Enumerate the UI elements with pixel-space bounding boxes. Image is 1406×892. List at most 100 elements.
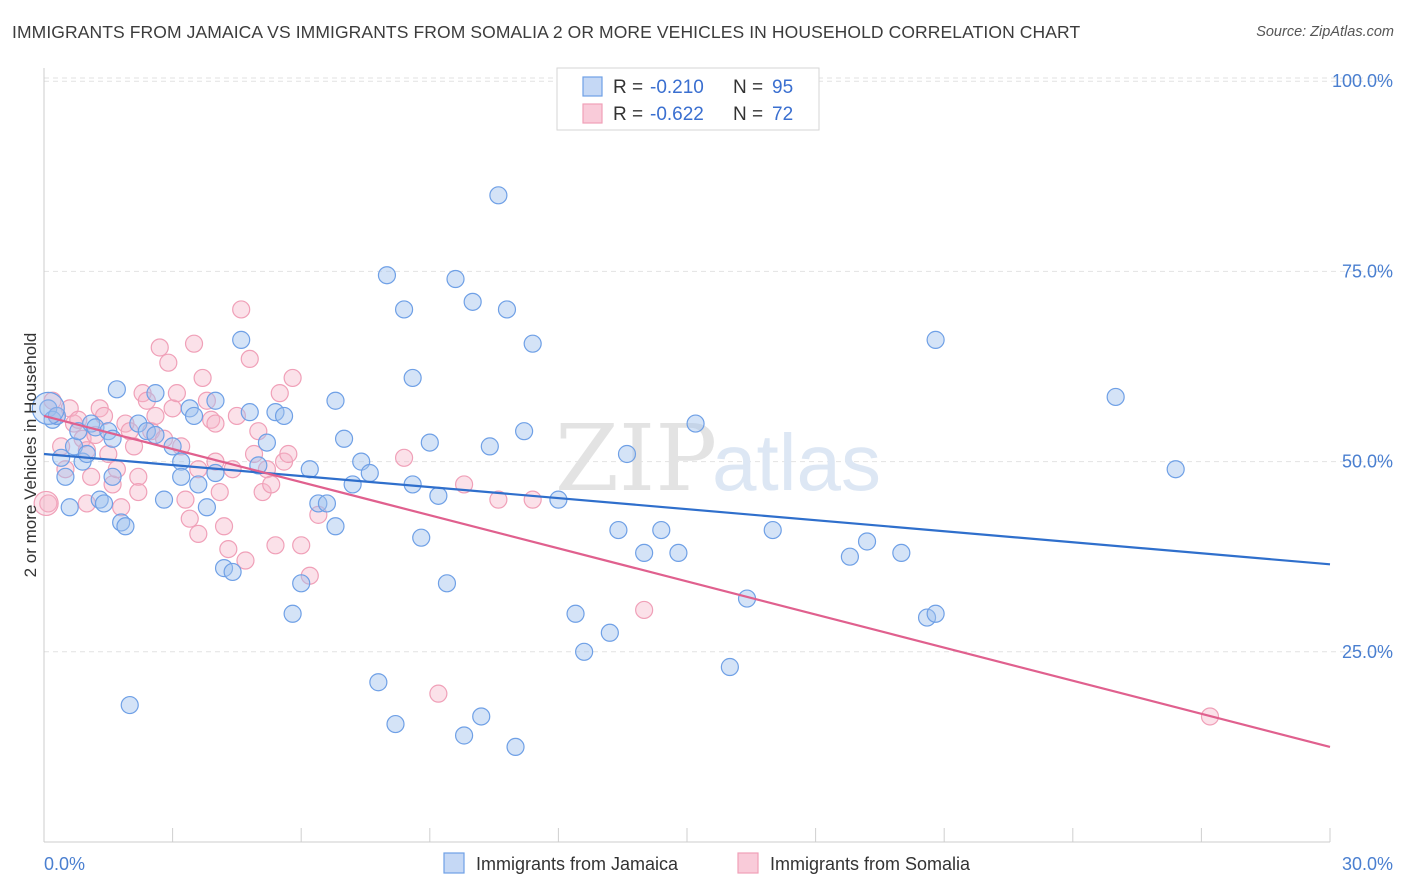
jamaica-point bbox=[386, 714, 405, 734]
somalia-point bbox=[39, 494, 58, 513]
grid-lines bbox=[44, 77, 1390, 842]
jamaica-point bbox=[420, 433, 439, 452]
somalia-point bbox=[184, 334, 204, 353]
jamaica-point bbox=[60, 498, 79, 517]
jamaica-point bbox=[172, 452, 191, 471]
jamaica-point bbox=[926, 604, 945, 623]
somalia-point bbox=[206, 414, 225, 433]
jamaica-point bbox=[1166, 460, 1185, 479]
jamaica-point bbox=[360, 463, 379, 483]
jamaica-point bbox=[515, 422, 534, 441]
somalia-point bbox=[176, 490, 195, 509]
jamaica-point bbox=[206, 391, 225, 410]
jamaica-point bbox=[446, 269, 465, 289]
somalia-point bbox=[219, 539, 238, 559]
legend-n-value-2: 72 bbox=[772, 104, 793, 125]
jamaica-point bbox=[146, 384, 165, 403]
legend-box: R = -0.210 N = 95 R = -0.622 N = 72 bbox=[556, 67, 820, 131]
legend-r-value-1: -0.210 bbox=[650, 77, 704, 98]
y-axis-label: 2 or more Vehicles in Household bbox=[21, 333, 40, 578]
somalia-point bbox=[163, 399, 182, 418]
jamaica-point bbox=[189, 475, 208, 494]
jamaica-point bbox=[107, 380, 126, 399]
jamaica-point bbox=[317, 494, 337, 513]
jamaica-point bbox=[116, 517, 135, 536]
source-credit: Source: ZipAtlas.com bbox=[1256, 24, 1394, 40]
jamaica-point bbox=[377, 266, 397, 285]
watermark-zip: ZIP bbox=[555, 405, 717, 512]
jamaica-point bbox=[206, 463, 225, 483]
jamaica-point bbox=[669, 543, 688, 563]
y-tick-labels: 25.0% 50.0% 75.0% 100.0% bbox=[1332, 71, 1393, 662]
somalia-point bbox=[279, 444, 298, 464]
jamaica-point bbox=[454, 726, 474, 745]
jamaica-point bbox=[154, 490, 174, 509]
jamaica-point bbox=[56, 467, 75, 486]
somalia-point bbox=[240, 349, 259, 369]
jamaica-point bbox=[197, 498, 216, 517]
jamaica-point bbox=[926, 330, 945, 349]
jamaica-point bbox=[283, 604, 302, 623]
somalia-point bbox=[236, 551, 255, 570]
somalia-point bbox=[429, 684, 448, 703]
jamaica-point bbox=[334, 429, 354, 448]
somalia-point bbox=[266, 536, 285, 555]
jamaica-point bbox=[463, 292, 482, 311]
legend-r-value-2: -0.622 bbox=[650, 104, 704, 125]
series-jamaica-points bbox=[31, 186, 1185, 757]
y-tick-label: 25.0% bbox=[1342, 642, 1393, 662]
jamaica-point bbox=[652, 520, 671, 540]
jamaica-point bbox=[840, 547, 859, 566]
somalia-point bbox=[150, 338, 169, 357]
jamaica-point bbox=[257, 433, 277, 452]
somalia-point bbox=[189, 524, 208, 543]
jamaica-point bbox=[137, 422, 156, 441]
jamaica-point bbox=[480, 437, 499, 456]
somalia-point bbox=[232, 300, 251, 319]
legend-swatch-jamaica bbox=[582, 76, 603, 97]
series-legend-label-somalia: Immigrants from Somalia bbox=[770, 854, 971, 874]
somalia-point bbox=[262, 475, 281, 494]
jamaica-point bbox=[686, 414, 705, 433]
watermark-atlas: atlas bbox=[712, 418, 881, 507]
jamaica-point bbox=[184, 406, 204, 426]
jamaica-point bbox=[917, 608, 937, 627]
somalia-point bbox=[180, 509, 199, 528]
jamaica-point bbox=[497, 300, 517, 319]
series-legend-swatch-jamaica bbox=[443, 852, 465, 874]
jamaica-point bbox=[394, 300, 414, 319]
somalia-point bbox=[635, 600, 654, 620]
jamaica-point bbox=[103, 467, 122, 486]
jamaica-point bbox=[326, 391, 345, 410]
x-tick-label: 30.0% bbox=[1342, 854, 1393, 874]
jamaica-point bbox=[600, 623, 619, 642]
jamaica-point bbox=[274, 406, 294, 426]
y-tick-label: 100.0% bbox=[1332, 71, 1393, 91]
jamaica-point bbox=[472, 707, 491, 726]
somalia-point bbox=[112, 498, 131, 517]
somalia-point bbox=[193, 368, 212, 388]
somalia-point bbox=[210, 482, 229, 502]
trend-lines bbox=[43, 414, 1331, 748]
somalia-point bbox=[283, 368, 302, 388]
somalia-point bbox=[159, 353, 178, 372]
jamaica-point bbox=[292, 574, 311, 593]
jamaica-point bbox=[403, 368, 422, 388]
series-somalia-points bbox=[33, 300, 1220, 726]
somalia-point bbox=[523, 490, 542, 509]
watermark: ZIP atlas bbox=[555, 405, 881, 512]
jamaica-point bbox=[566, 604, 585, 623]
jamaica-point bbox=[146, 425, 165, 445]
somalia-point bbox=[56, 460, 75, 479]
jamaica-point bbox=[429, 486, 448, 505]
somalia-point bbox=[214, 517, 234, 536]
jamaica-point bbox=[857, 532, 877, 551]
chart-title: IMMIGRANTS FROM JAMAICA VS IMMIGRANTS FR… bbox=[12, 22, 1081, 42]
jamaica-point bbox=[1106, 387, 1125, 407]
jamaica-point bbox=[506, 737, 525, 757]
x-tick-label: 0.0% bbox=[44, 854, 85, 874]
somalia-point bbox=[129, 467, 148, 486]
jamaica-point bbox=[523, 334, 542, 353]
jamaica-point bbox=[94, 494, 114, 513]
jamaica-point bbox=[266, 403, 285, 422]
